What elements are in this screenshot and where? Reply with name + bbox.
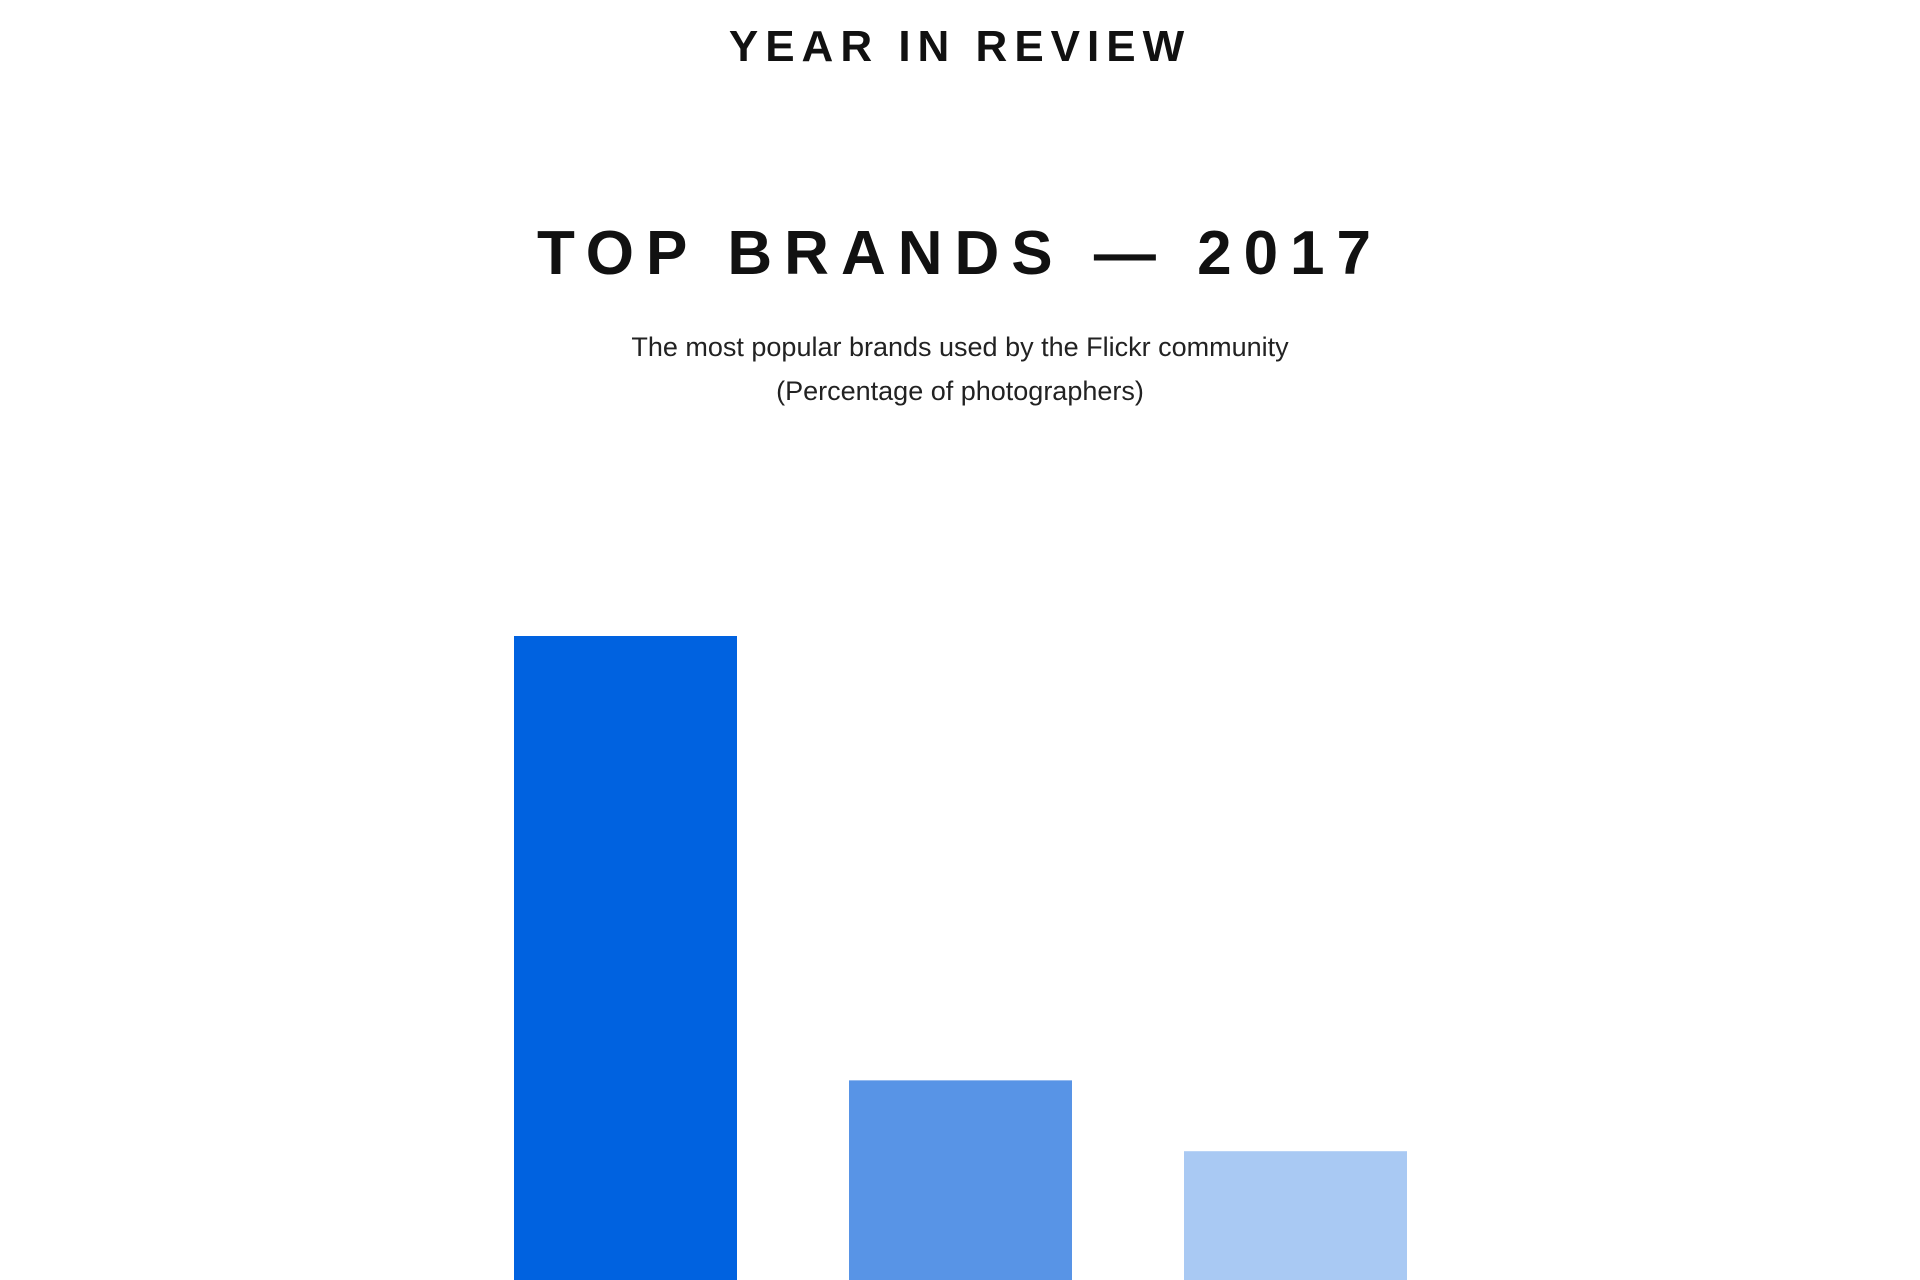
bar-1	[514, 636, 737, 1280]
chart-subtitle: The most popular brands used by the Flic…	[0, 325, 1920, 413]
bar-2	[849, 1080, 1072, 1280]
bar-3	[1184, 1151, 1407, 1280]
subtitle-line-1: The most popular brands used by the Flic…	[631, 332, 1289, 362]
section-kicker: YEAR IN REVIEW	[728, 22, 1192, 71]
chart-title: TOP BRANDS — 2017	[536, 219, 1384, 288]
subtitle-line-2: (Percentage of photographers)	[776, 376, 1144, 406]
